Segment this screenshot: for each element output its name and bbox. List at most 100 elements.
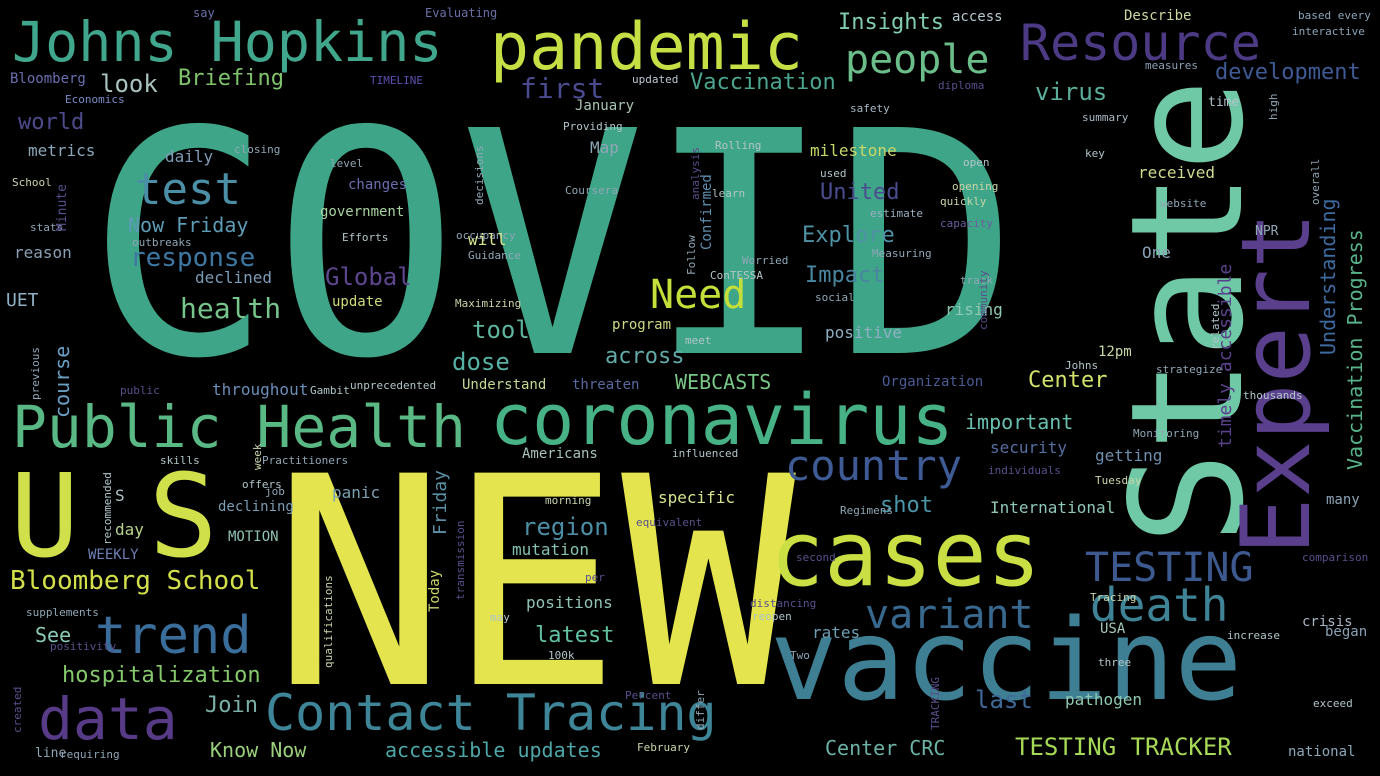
- word: Center: [1028, 368, 1108, 393]
- word: Impact: [805, 263, 885, 288]
- word: national: [1288, 744, 1356, 760]
- word: Confirmed: [699, 174, 715, 250]
- word: occupancy: [456, 229, 516, 242]
- word: across: [605, 344, 685, 369]
- word: Tracing: [1090, 591, 1137, 604]
- word: security: [990, 438, 1068, 457]
- word: differ: [694, 690, 707, 730]
- word: second: [796, 551, 836, 564]
- word: crisis: [1302, 614, 1353, 630]
- word: reason: [14, 243, 72, 262]
- word: mutation: [512, 540, 590, 559]
- word: daily: [165, 147, 214, 166]
- word: supplements: [26, 606, 99, 619]
- word: United: [820, 180, 900, 205]
- word: Regimens: [840, 504, 893, 517]
- word: Understand: [462, 377, 547, 393]
- word: learn: [712, 187, 746, 200]
- word: opening: [952, 180, 999, 193]
- word: important: [965, 410, 1074, 434]
- word: WEEKLY: [88, 547, 139, 563]
- word: Johns: [1065, 359, 1099, 372]
- word: International: [990, 498, 1116, 517]
- word: unprecedented: [350, 379, 437, 392]
- word: closing: [234, 143, 281, 156]
- word: changes: [348, 177, 408, 193]
- word: Economics: [65, 93, 125, 106]
- word: 12pm: [1098, 344, 1132, 360]
- word: based every: [1298, 9, 1371, 22]
- word: Minute: [55, 184, 70, 231]
- word: Follow: [685, 235, 698, 275]
- word: Global: [325, 263, 412, 291]
- word: quickly: [940, 195, 987, 208]
- word: Need: [650, 272, 747, 318]
- word: Two: [790, 649, 810, 662]
- word: previous: [29, 347, 42, 400]
- word: Know Now: [210, 738, 307, 762]
- word: increase: [1227, 629, 1280, 642]
- word: specific: [658, 488, 736, 507]
- word: thousands: [1243, 389, 1303, 402]
- word: many: [1326, 492, 1360, 508]
- word: region: [522, 513, 609, 541]
- word: transmission: [454, 520, 467, 600]
- word: Vaccination: [690, 70, 836, 95]
- word: data: [38, 685, 178, 753]
- word: See: [35, 623, 72, 647]
- word: look: [100, 70, 158, 98]
- word: day: [115, 520, 144, 539]
- word: morning: [545, 494, 592, 507]
- word: Monitoring: [1133, 427, 1200, 440]
- word: Insights: [838, 10, 944, 35]
- word: Maximizing: [455, 297, 522, 310]
- word: coronavirus: [490, 379, 954, 461]
- word: will: [468, 230, 507, 249]
- word: One: [1142, 243, 1171, 262]
- word: country: [785, 441, 963, 490]
- word: throughout: [212, 380, 309, 399]
- word: positive: [825, 323, 903, 342]
- word: tool: [472, 316, 530, 344]
- word: Understanding: [1316, 198, 1340, 355]
- word: key: [1085, 147, 1105, 160]
- word: Practitioners: [262, 454, 349, 467]
- word: offers: [242, 478, 282, 491]
- word: Gambit: [310, 384, 350, 397]
- word: virus: [1035, 78, 1108, 106]
- word: influenced: [672, 447, 739, 460]
- word: meet: [685, 334, 712, 347]
- word: social: [815, 291, 855, 304]
- word: variant: [865, 592, 1034, 638]
- word: line: [35, 746, 67, 761]
- word: Map: [590, 138, 619, 157]
- word: first: [520, 72, 605, 105]
- word: Center CRC: [825, 736, 946, 760]
- word: S: [115, 486, 125, 505]
- word: may: [490, 611, 510, 624]
- word: Describe: [1124, 8, 1192, 24]
- word: decisions: [473, 145, 486, 205]
- word: rising: [945, 300, 1003, 319]
- word: Americans: [522, 446, 598, 462]
- word: interactive: [1292, 25, 1365, 38]
- word: getting: [1095, 446, 1163, 465]
- word: shot: [880, 493, 933, 518]
- word: Bloomberg School: [10, 566, 261, 596]
- word: last: [975, 686, 1033, 714]
- word: hospitalization: [62, 663, 261, 688]
- word: metrics: [28, 141, 96, 160]
- word: open: [963, 156, 990, 169]
- word: Rolling: [715, 139, 762, 152]
- word: high: [1267, 93, 1280, 121]
- word: vaccine: [770, 596, 1243, 726]
- word: dose: [452, 348, 510, 376]
- word: program: [612, 317, 672, 333]
- word: equivalent: [636, 516, 703, 529]
- word: TRACKING: [929, 677, 942, 730]
- word: COVID: [86, 66, 1020, 427]
- word: positions: [526, 593, 613, 612]
- word: updated: [632, 73, 679, 86]
- word: skills: [160, 454, 200, 467]
